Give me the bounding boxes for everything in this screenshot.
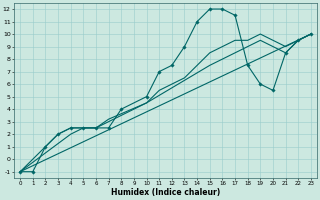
X-axis label: Humidex (Indice chaleur): Humidex (Indice chaleur) [111, 188, 220, 197]
